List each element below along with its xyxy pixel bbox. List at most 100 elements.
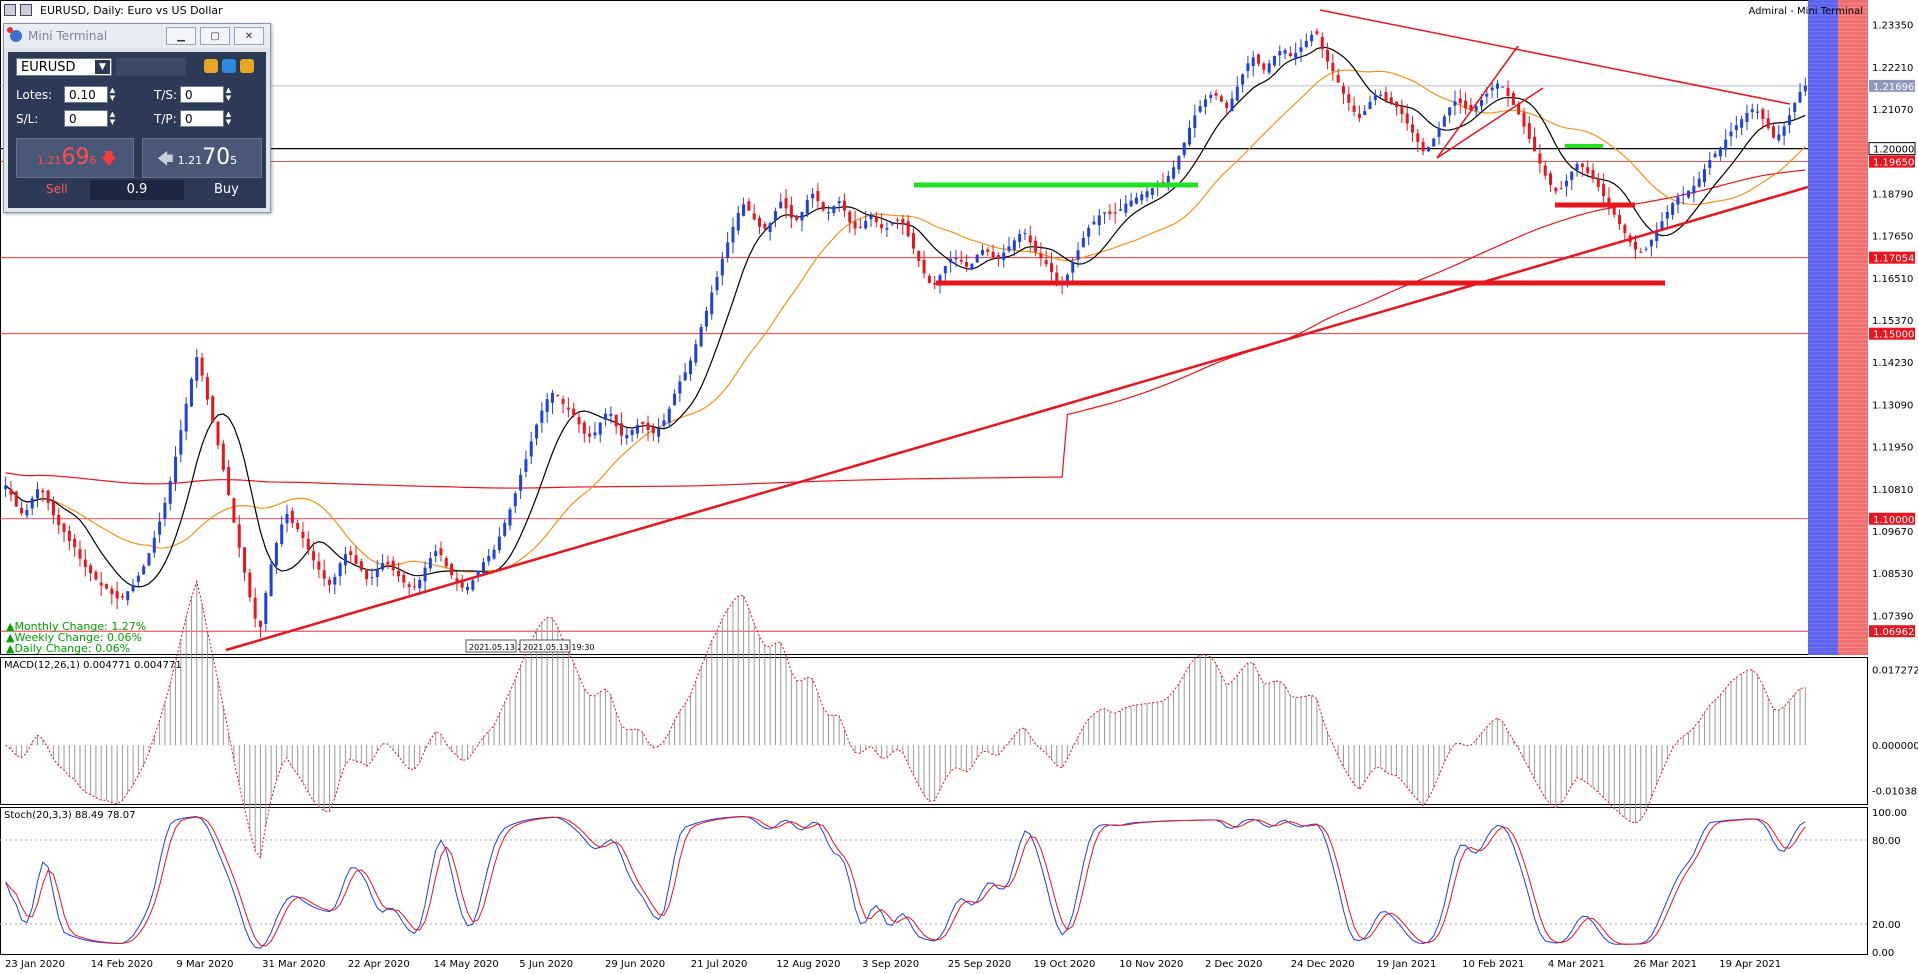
candle-body xyxy=(991,251,995,257)
candle-body xyxy=(779,201,783,209)
symbol-select[interactable]: EURUSD ▼ xyxy=(16,58,112,76)
candle-body xyxy=(1750,109,1754,113)
candle-body xyxy=(179,430,183,455)
candle-body xyxy=(1113,212,1117,214)
x-axis-tick-label: 14 Feb 2020 xyxy=(91,959,153,970)
candle-body xyxy=(296,522,300,530)
sma-fast-line xyxy=(5,46,1806,588)
x-axis-tick-label: 25 Sep 2020 xyxy=(948,959,1011,970)
candle-body xyxy=(36,489,40,499)
candle-body xyxy=(1554,187,1558,192)
candle-body xyxy=(83,559,87,568)
candle-body xyxy=(1469,104,1473,111)
candle-body xyxy=(1416,133,1420,142)
y-axis-tick-label: 1.16510 xyxy=(1872,274,1913,285)
candle-body xyxy=(927,276,931,283)
candle-body xyxy=(1230,98,1234,112)
candle-body xyxy=(147,553,151,566)
volume-input[interactable]: 0.9 xyxy=(90,180,184,200)
uptrend-line xyxy=(225,185,1809,652)
candle-body xyxy=(1272,55,1276,66)
channel-line-lower xyxy=(1436,87,1544,159)
candle-body xyxy=(880,224,884,229)
tp-stepper[interactable]: ▲ ▼ xyxy=(225,110,232,126)
sell-label[interactable]: Sell xyxy=(46,182,68,196)
candle-body xyxy=(365,569,369,580)
candle-body xyxy=(816,191,820,202)
candle-body xyxy=(1580,163,1584,167)
candle-body xyxy=(317,561,321,570)
buy-label[interactable]: Buy xyxy=(214,182,239,197)
candle-body xyxy=(73,538,77,548)
candle-body xyxy=(1055,272,1059,281)
candle-body xyxy=(1193,115,1197,129)
candle-body xyxy=(359,561,363,571)
candle-body xyxy=(1304,41,1308,47)
candle-body xyxy=(535,424,539,439)
lots-stepper[interactable]: ▲ ▼ xyxy=(109,86,116,102)
candle-body xyxy=(105,584,109,589)
candle-body xyxy=(1103,212,1107,214)
tp-input[interactable]: 0 xyxy=(180,110,224,127)
candle-body xyxy=(1602,184,1606,197)
buy-price: 🡄 1.21705 xyxy=(157,145,238,170)
candle-body xyxy=(1559,188,1563,190)
weekly-change: ▲Weekly Change: 0.06% xyxy=(6,631,142,644)
candle-body xyxy=(874,216,878,222)
candle-body xyxy=(954,257,958,260)
x-axis-tick-label: 23 Jan 2020 xyxy=(5,959,65,970)
candle-body xyxy=(752,213,756,220)
candle-body xyxy=(1405,113,1409,124)
candle-body xyxy=(301,531,305,539)
sl-input[interactable]: 0 xyxy=(64,110,108,127)
sl-label: S/L: xyxy=(16,112,39,126)
grid-icon[interactable] xyxy=(240,59,254,73)
ts-input[interactable]: 0 xyxy=(180,86,224,103)
x-axis-tick-label: 3 Sep 2020 xyxy=(862,959,919,970)
candle-body xyxy=(110,588,114,595)
candle-body xyxy=(1188,127,1192,145)
lots-input[interactable]: 0.10 xyxy=(64,86,108,103)
sell-button[interactable]: 1.21696 🡇 xyxy=(16,138,134,178)
candle-body xyxy=(1734,125,1738,131)
candle-body xyxy=(1474,106,1478,111)
sl-stepper[interactable]: ▲ ▼ xyxy=(109,110,116,126)
ts-stepper[interactable]: ▲ ▼ xyxy=(225,86,232,102)
price-tag-label: 1.10000 xyxy=(1873,515,1914,526)
settings-icon[interactable] xyxy=(222,59,236,73)
mini-terminal-header[interactable]: Mini Terminal ▁ ▢ ✕ xyxy=(4,24,270,48)
price-tag-bg xyxy=(1869,327,1915,340)
x-axis-tick-label: 2 Dec 2020 xyxy=(1205,959,1263,970)
candle-body xyxy=(1039,253,1043,259)
candle-body xyxy=(1081,237,1085,248)
candle-body xyxy=(832,206,836,214)
close-button[interactable]: ✕ xyxy=(234,27,264,45)
candle-body xyxy=(1028,235,1032,243)
candle-body xyxy=(481,562,485,574)
candle-body xyxy=(1108,211,1112,214)
candle-body xyxy=(1384,92,1388,101)
candle-body xyxy=(1607,197,1611,206)
candle-body xyxy=(412,586,416,588)
chevron-down-icon[interactable]: ▼ xyxy=(95,60,110,74)
candle-body xyxy=(540,410,544,423)
candle-body xyxy=(418,579,422,589)
candle-body xyxy=(264,592,268,624)
candle-body xyxy=(959,259,963,262)
maximize-button[interactable]: ▢ xyxy=(200,27,230,45)
mini-terminal-window[interactable]: Mini Terminal ▁ ▢ ✕ EURUSD ▼ Lotes: 0.10 … xyxy=(3,23,271,213)
lots-label: Lotes: xyxy=(16,88,53,102)
candle-body xyxy=(1543,165,1547,176)
candle-body xyxy=(1771,126,1775,138)
minimize-button[interactable]: ▁ xyxy=(166,27,196,45)
x-axis-tick-label: 19 Apr 2021 xyxy=(1719,959,1781,970)
candle-body xyxy=(227,467,231,495)
candle-body xyxy=(216,421,220,446)
buy-button[interactable]: 🡄 1.21705 xyxy=(142,138,262,178)
candle-body xyxy=(529,441,533,457)
candle-body xyxy=(1161,181,1165,183)
candle-body xyxy=(1400,105,1404,115)
candle-body xyxy=(800,211,804,221)
candle-body xyxy=(811,193,815,199)
link-icon[interactable] xyxy=(204,59,218,73)
